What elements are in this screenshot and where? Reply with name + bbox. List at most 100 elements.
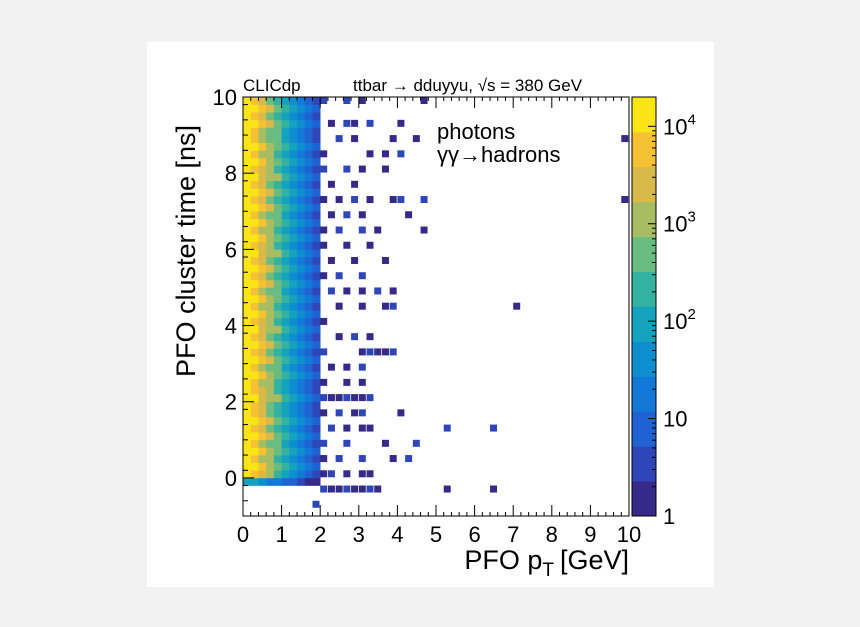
- heatmap-bin: [304, 333, 313, 342]
- heatmap-bin: [273, 203, 282, 212]
- heatmap-bin: [258, 196, 267, 204]
- heatmap-bin: [258, 295, 267, 303]
- heatmap-bin: [266, 470, 275, 479]
- colorbar-segment: [632, 411, 656, 430]
- heatmap-bin: [304, 196, 313, 204]
- heatmap-bin: [273, 180, 282, 189]
- heatmap-bin: [289, 165, 298, 174]
- heatmap-bin: [258, 386, 267, 395]
- heatmap-bin: [289, 462, 298, 471]
- heatmap-bin: [266, 409, 275, 418]
- heatmap-bin: [281, 97, 290, 105]
- heatmap-bin: [258, 241, 267, 250]
- x-tick-label: 9: [584, 522, 596, 547]
- heatmap-bin: [513, 302, 521, 310]
- heatmap-bin: [266, 432, 275, 441]
- heatmap-bin: [289, 211, 298, 220]
- x-tick-label: 1: [275, 522, 287, 547]
- heatmap-bin: [243, 249, 252, 258]
- heatmap-bin: [304, 416, 313, 425]
- heatmap-bin: [297, 279, 306, 288]
- heatmap-bin: [273, 371, 282, 380]
- heatmap-bin: [297, 188, 306, 197]
- heatmap-bin: [312, 333, 321, 342]
- heatmap-bin: [243, 455, 252, 463]
- heatmap-bin: [320, 196, 328, 204]
- heatmap-bin: [374, 348, 382, 356]
- heatmap-bin: [258, 180, 267, 189]
- heatmap-bin: [312, 279, 321, 288]
- heatmap-bin: [281, 416, 290, 425]
- heatmap-bin: [266, 218, 275, 227]
- heatmap-bin: [304, 256, 313, 265]
- heatmap-bin: [312, 188, 321, 197]
- heatmap-bin: [250, 211, 259, 220]
- heatmap-bin: [250, 348, 259, 357]
- heatmap-bin: [312, 477, 321, 486]
- heatmap-bin: [243, 356, 252, 364]
- heatmap-bin: [312, 180, 321, 189]
- heatmap-bin: [289, 302, 298, 311]
- heatmap-bin: [289, 112, 298, 121]
- heatmap-bin: [266, 317, 275, 326]
- heatmap-bin: [335, 302, 343, 310]
- y-tick-label: 2: [225, 390, 237, 415]
- heatmap-bin: [243, 165, 252, 174]
- heatmap-bin: [297, 439, 306, 448]
- heatmap-bin: [266, 439, 275, 448]
- heatmap-bin: [297, 157, 306, 166]
- heatmap-bin: [281, 173, 290, 182]
- heatmap-bin: [358, 287, 366, 295]
- colorbar-frame: [631, 96, 657, 517]
- heatmap-bin: [289, 394, 298, 403]
- heatmap-bin: [304, 470, 313, 479]
- x-tick-label: 2: [314, 522, 326, 547]
- heatmap-bin: [243, 112, 252, 121]
- heatmap-bin: [304, 317, 313, 326]
- heatmap-bin: [250, 188, 259, 197]
- heatmap-bin: [250, 127, 259, 136]
- heatmap-bin: [312, 127, 321, 136]
- heatmap-bin: [258, 363, 267, 372]
- heatmap-bin: [297, 333, 306, 342]
- heatmap-bin: [250, 371, 259, 380]
- heatmap-bin: [312, 104, 321, 113]
- heatmap-bin: [250, 470, 259, 479]
- heatmap-bin: [351, 409, 359, 417]
- x-tick-label: 6: [468, 522, 480, 547]
- heatmap-bin: [397, 150, 405, 158]
- heatmap-bin: [273, 264, 282, 273]
- heatmap-bin: [281, 272, 290, 281]
- heatmap-bin: [312, 203, 321, 212]
- heatmap-bin: [273, 142, 282, 151]
- heatmap-bin: [281, 234, 290, 243]
- colorbar-segment: [632, 481, 656, 499]
- heatmap-bin: [250, 432, 259, 441]
- heatmap-bin: [312, 462, 321, 471]
- heatmap-bin: [327, 211, 335, 219]
- heatmap-bin: [366, 348, 374, 356]
- heatmap-bin: [358, 165, 366, 173]
- heatmap-bin: [266, 188, 275, 197]
- heatmap-bin: [327, 485, 335, 493]
- heatmap-bin: [343, 378, 351, 386]
- heatmap-bin: [358, 348, 366, 356]
- heatmap-bin: [312, 340, 321, 349]
- heatmap-bin: [312, 211, 321, 220]
- heatmap-bin: [297, 150, 306, 159]
- heatmap-bin: [297, 455, 306, 463]
- heatmap-bin: [273, 356, 282, 364]
- heatmap-bin: [312, 439, 321, 448]
- heatmap-bin: [243, 439, 252, 448]
- heatmap-bin: [343, 241, 351, 249]
- heatmap-bin: [312, 317, 321, 326]
- heatmap-bin: [273, 439, 282, 448]
- heatmap-bin: [304, 180, 313, 189]
- heatmap-bin: [250, 272, 259, 281]
- heatmap-bin: [420, 196, 428, 204]
- heatmap-bin: [297, 477, 306, 486]
- heatmap-bin: [304, 477, 313, 486]
- heatmap-bin: [281, 112, 290, 121]
- heatmap-bin: [335, 272, 343, 280]
- heatmap-bin: [289, 317, 298, 326]
